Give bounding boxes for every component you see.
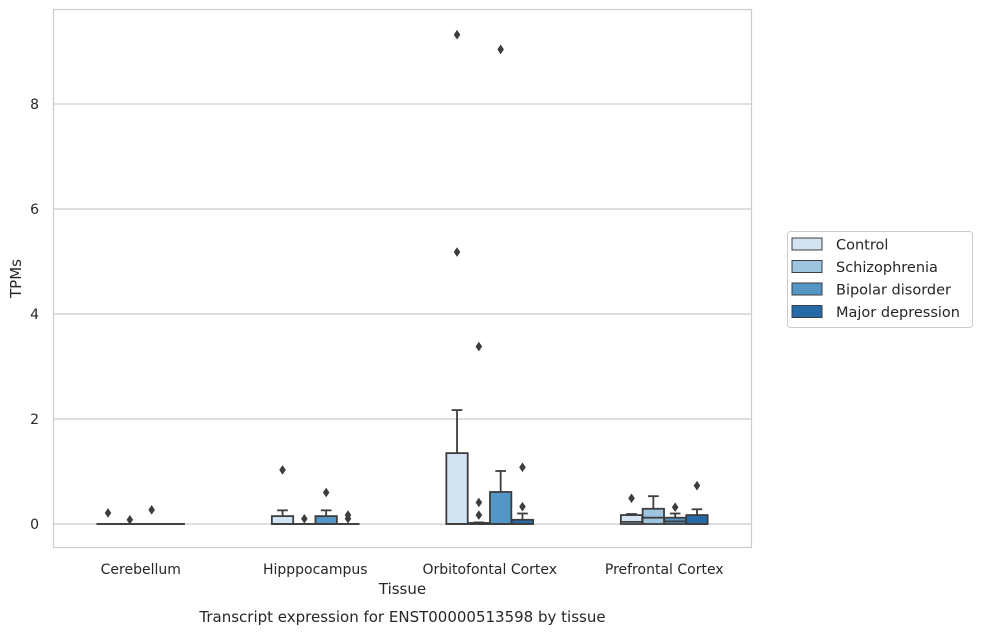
box	[641, 507, 665, 525]
x-tick-label: Prefrontal Cortex	[605, 562, 724, 578]
outlier-point	[104, 508, 112, 518]
x-tick-label: Hipppocampus	[263, 562, 368, 578]
outlier-point	[453, 247, 461, 257]
outlier-point	[344, 510, 352, 520]
outlier-point	[301, 513, 308, 524]
legend-label: Bipolar disorder	[836, 283, 951, 299]
x-axis-label: Tissue	[378, 580, 426, 598]
legend-swatch	[791, 282, 823, 296]
outlier-point	[519, 501, 526, 512]
y-tick-label: 6	[30, 202, 39, 218]
legend-label: Major depression	[836, 305, 960, 321]
tick-layer: 0 2 4 6 8 Cerebellum Hipppocampus Orbitofontal …	[30, 97, 724, 578]
outlier-point	[628, 493, 635, 504]
legend-label: Schizophrenia	[836, 260, 938, 276]
box	[314, 515, 338, 525]
y-tick-label: 4	[30, 307, 39, 323]
outlier-point	[475, 497, 483, 508]
box	[685, 514, 709, 525]
grid-layer	[53, 103, 752, 525]
y-tick-label: 0	[30, 517, 39, 533]
legend-label: Control	[836, 238, 888, 254]
chart-title: Transcript expression for ENST0000051359…	[198, 608, 605, 626]
legend-swatch	[791, 237, 823, 251]
outlier-point	[453, 29, 461, 40]
y-tick-label: 8	[30, 97, 39, 113]
legend-frame	[787, 231, 973, 328]
outlier-point	[148, 505, 155, 515]
outlier-point	[519, 462, 526, 473]
y-axis-label: TPMs	[7, 259, 25, 299]
outlier-point	[279, 465, 286, 475]
outlier-point	[497, 44, 504, 55]
outlier-point	[475, 510, 483, 520]
y-tick-label: 2	[30, 412, 39, 428]
outlier-point	[671, 502, 679, 512]
outlier-point	[322, 487, 330, 498]
legend-swatch	[791, 305, 823, 318]
outlier-point	[693, 480, 701, 491]
box	[270, 515, 295, 525]
plot-frame	[52, 8, 753, 549]
legend: Control Schizophrenia Bipolar disorder Majo…	[787, 231, 973, 328]
legend-swatch	[791, 260, 823, 273]
x-tick-label: Orbitofontal Cortex	[422, 562, 557, 578]
box-layer	[96, 29, 709, 525]
box	[445, 452, 469, 525]
outlier-point	[475, 341, 483, 352]
box	[489, 491, 513, 525]
outlier-point	[126, 515, 134, 525]
x-tick-label: Cerebellum	[101, 562, 181, 578]
